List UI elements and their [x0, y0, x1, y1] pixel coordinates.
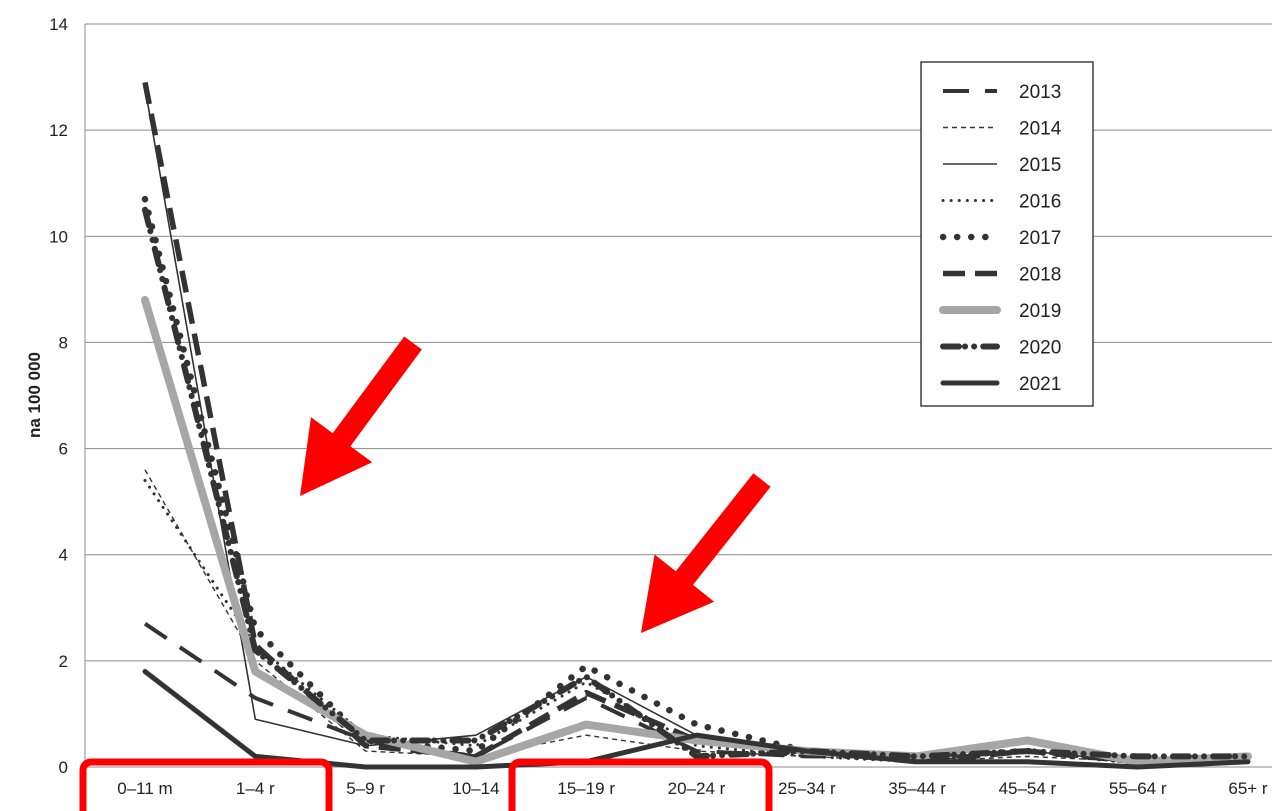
highlight-box-young-adults: [508, 758, 773, 811]
y-tick-label: 14: [49, 15, 68, 34]
x-tick-label: 5–9 r: [346, 779, 385, 798]
x-tick-label: 1–4 r: [236, 779, 275, 798]
y-axis-label: na 100 000: [25, 352, 44, 438]
y-axis: 0 2 4 6 8 10 12 14: [49, 15, 68, 777]
x-tick-label: 25–34 r: [778, 779, 836, 798]
series-line-2014: [144, 469, 1249, 763]
highlight-box-young-children: [79, 758, 333, 811]
series-line-2019: [141, 295, 1252, 766]
red-arrow-right: [641, 473, 771, 633]
legend-label: 2014: [1019, 119, 1062, 140]
x-tick-label: 65+ r: [1228, 779, 1268, 798]
x-tick-label: 15–19 r: [557, 779, 615, 798]
legend-box: [920, 61, 1094, 407]
legend-label: 2015: [1019, 155, 1061, 176]
x-tick-label: 35–44 r: [888, 779, 946, 798]
legend-label: 2019: [1019, 301, 1061, 322]
y-tick-label: 6: [59, 440, 68, 459]
legend-label: 2020: [1019, 338, 1061, 359]
x-tick-label: 45–54 r: [999, 779, 1057, 798]
y-tick-label: 12: [49, 121, 68, 140]
x-tick-label: 20–24 r: [668, 779, 726, 798]
red-arrow-left: [300, 336, 422, 496]
legend-label: 2021: [1019, 374, 1061, 395]
legend-label: 2018: [1019, 265, 1061, 286]
legend-label: 2013: [1019, 82, 1061, 103]
x-tick-label: 0–11 m: [117, 779, 172, 798]
series-line-2017: [141, 195, 1252, 765]
x-tick-label: 10–14: [452, 779, 499, 798]
x-axis-ticks: 0–11 m 1–4 r 5–9 r 10–14 15–19 r 20–24 r 25–34…: [117, 779, 1268, 798]
legend-label: 2016: [1019, 192, 1061, 213]
series-line-2020: [142, 206, 1251, 760]
legend-label: 2017: [1019, 228, 1061, 249]
annotations: [79, 336, 773, 811]
series-lines: [141, 81, 1252, 770]
legend: 2013 2014 2015 2016 2017 2018 2019 2020 2021: [920, 61, 1094, 407]
x-tick-label: 55–64 r: [1109, 779, 1167, 798]
y-tick-label: 0: [59, 758, 68, 777]
y-tick-label: 8: [59, 333, 68, 352]
y-tick-label: 10: [49, 227, 68, 246]
y-tick-label: 4: [59, 546, 68, 565]
gridlines: [84, 23, 1272, 768]
y-tick-label: 2: [59, 652, 68, 671]
